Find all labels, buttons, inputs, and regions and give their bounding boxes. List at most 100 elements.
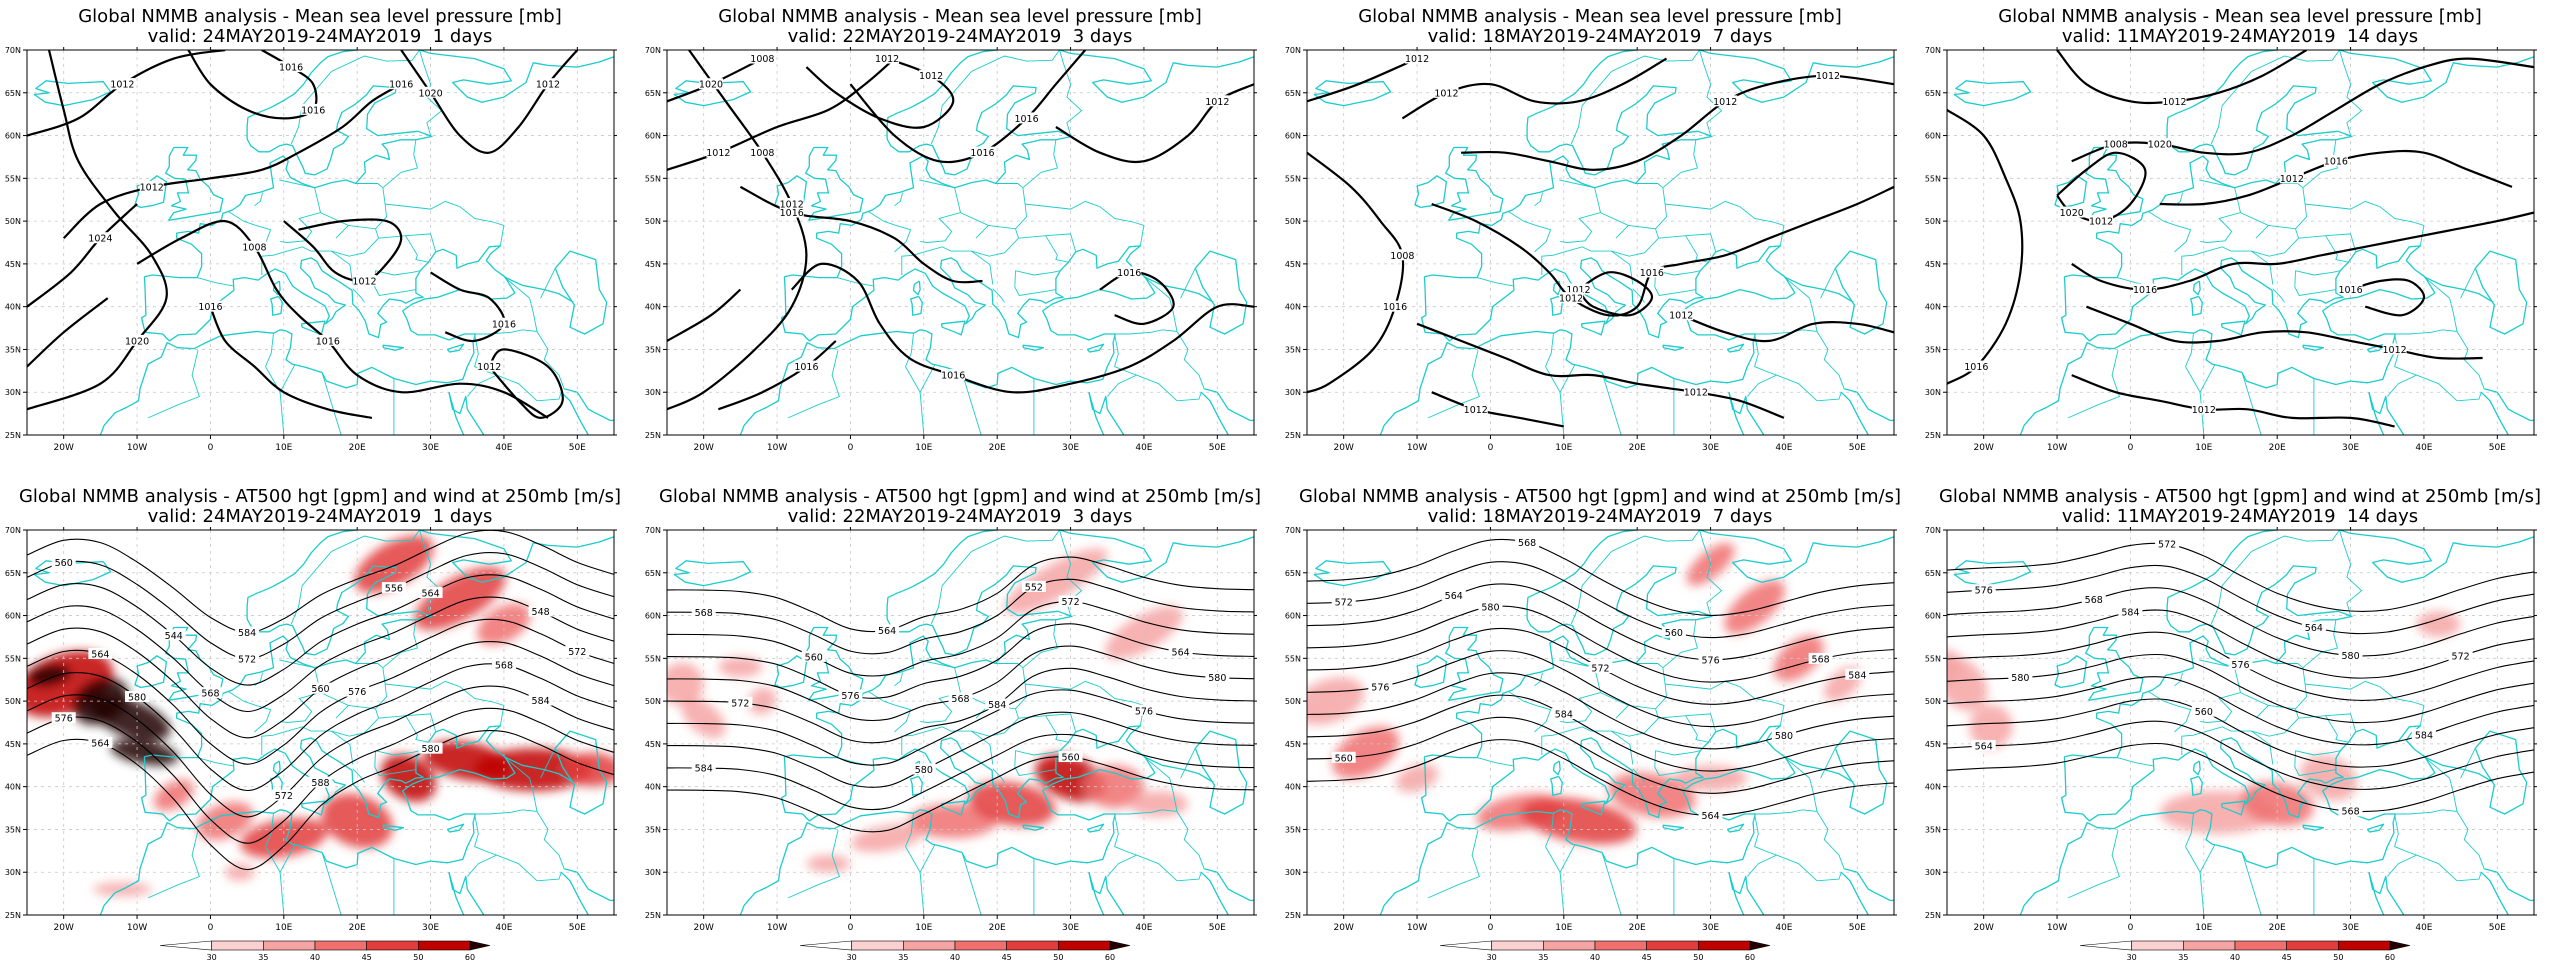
colorbar-tick-label: 40 xyxy=(310,953,320,960)
contour-label: 1016 xyxy=(2324,157,2348,168)
colorbar-tick-label: 60 xyxy=(1745,953,1755,960)
lon-tick-label: 20W xyxy=(694,443,714,453)
map-plot: 1016101610121016101210121012101210121008… xyxy=(1285,46,1897,453)
lon-tick-label: 50E xyxy=(2489,443,2506,453)
contour-label: 568 xyxy=(201,689,219,700)
contour-line xyxy=(27,685,614,818)
contour-label: 1012 xyxy=(1713,97,1737,108)
lat-tick-label: 45N xyxy=(1925,740,1941,749)
lon-tick-label: 20E xyxy=(989,923,1006,933)
contour-label: 560 xyxy=(1061,752,1079,763)
panel-subtitle: valid: 11MAY2019-24MAY2019 14 days xyxy=(2061,506,2419,527)
lat-tick-label: 55N xyxy=(1285,654,1301,663)
contour-label: 1016 xyxy=(1640,268,1664,279)
plot-frame xyxy=(666,529,1255,916)
lon-tick-label: 20E xyxy=(349,923,366,933)
contour-label: 1012 xyxy=(1566,285,1590,296)
contour-label: 576 xyxy=(55,714,73,725)
contour-label: 584 xyxy=(695,764,713,775)
contour-line xyxy=(62,83,402,240)
panel-title: Global NMMB analysis - Mean sea level pr… xyxy=(1998,6,2482,27)
lon-tick-label: 40E xyxy=(2415,443,2432,453)
contour-line xyxy=(488,348,564,420)
lat-tick-label: 65N xyxy=(1925,89,1941,98)
plot-area: 1020100810121016101610121016101610161012… xyxy=(667,50,1254,435)
lat-tick-label: 25N xyxy=(5,911,21,920)
lat-tick-label: 25N xyxy=(645,431,661,440)
contour-line xyxy=(667,556,1254,633)
lat-tick-label: 35N xyxy=(1925,825,1941,834)
lat-tick-label: 25N xyxy=(1285,431,1301,440)
contour-label: 1008 xyxy=(750,148,774,159)
lat-tick-label: 25N xyxy=(5,431,21,440)
contour-line xyxy=(1431,391,1565,428)
contour-label: 580 xyxy=(915,765,933,776)
panel-mslp-3days: Global NMMB analysis - Mean sea level pr… xyxy=(640,0,1280,480)
map-plot: 1020100810121016101610121016101610161012… xyxy=(645,46,1257,453)
colorbar-tick-label: 35 xyxy=(258,953,268,960)
contour-label: 560 xyxy=(55,558,73,569)
lat-tick-label: 50N xyxy=(645,697,661,706)
height-contours xyxy=(1307,538,1894,817)
lon-tick-label: 30E xyxy=(1062,923,1079,933)
lat-tick-label: 40N xyxy=(1925,303,1941,312)
contour-label: 1012 xyxy=(2382,345,2406,356)
contour-label: 564 xyxy=(1701,811,1719,822)
lon-tick-label: 50E xyxy=(1209,443,1226,453)
panel-title: Global NMMB analysis - AT500 hgt [gpm] a… xyxy=(1298,486,1902,507)
contour-label: 1016 xyxy=(2338,285,2362,296)
lon-tick-label: 40E xyxy=(495,923,512,933)
lat-tick-label: 45N xyxy=(645,260,661,269)
isobars xyxy=(27,50,579,420)
lat-tick-label: 65N xyxy=(1285,569,1301,578)
axes: 20W 10W 0 10E 20E 30E 40E 50E 70N 65N 60N 55N 50N 45N… xyxy=(1925,526,2537,933)
contour-label: 1016 xyxy=(941,371,965,382)
lat-tick-label: 25N xyxy=(1285,911,1301,920)
plot-area: 1012 1012 1016 1016 1020 1024 1012 1012 1016 1016… xyxy=(27,50,614,435)
coastlines xyxy=(673,50,1254,435)
colorbar-tick-label: 50 xyxy=(1693,953,1703,960)
lat-tick-label: 55N xyxy=(1925,174,1941,183)
wind-speed-blob xyxy=(850,823,924,853)
contour-label: 568 xyxy=(951,694,969,705)
lon-tick-label: 0 xyxy=(1488,923,1494,933)
lat-tick-label: 60N xyxy=(1925,132,1941,141)
contour-label: 580 xyxy=(421,744,439,755)
lat-tick-label: 40N xyxy=(645,303,661,312)
lat-tick-label: 40N xyxy=(1285,303,1301,312)
contour-line xyxy=(136,219,549,419)
contour-label: 1016 xyxy=(492,319,516,330)
contour-label: 568 xyxy=(1518,538,1536,549)
contour-label: 560 xyxy=(1665,628,1683,639)
contour-line xyxy=(1307,151,1405,394)
lat-tick-label: 70N xyxy=(645,526,661,535)
wind-speed-blob xyxy=(354,535,434,593)
lat-tick-label: 40N xyxy=(645,783,661,792)
contour-line xyxy=(1307,716,1894,794)
colorbar-swatch xyxy=(159,940,212,951)
contour-line xyxy=(667,756,1254,833)
colorbar-swatch xyxy=(2338,940,2391,951)
lat-tick-label: 70N xyxy=(645,46,661,55)
colorbar-swatch xyxy=(1543,940,1596,951)
wind-speed-blob xyxy=(968,781,1056,827)
wind-speed-blob xyxy=(27,664,71,687)
wind-speed-blob xyxy=(1520,797,1637,845)
plot-background xyxy=(1307,50,1894,435)
panel-mslp-1day: Global NMMB analysis - Mean sea level pr… xyxy=(0,0,640,480)
lat-tick-label: 35N xyxy=(645,825,661,834)
contour-label: 572 xyxy=(731,698,749,709)
colorbar-swatch xyxy=(314,940,367,951)
lon-tick-label: 20W xyxy=(1334,923,1354,933)
lon-tick-label: 10E xyxy=(1555,443,1572,453)
colorbar: 30 35 40 45 50 60 xyxy=(799,940,1131,960)
contour-label: 1016 xyxy=(794,362,818,373)
colorbar-swatch xyxy=(851,940,904,951)
panel-title: Global NMMB analysis - AT500 hgt [gpm] a… xyxy=(18,486,622,507)
axes: 20W 10W 0 10E 20E 30E 40E 50E 70N 65N 60N 55N 50N 45N… xyxy=(645,46,1257,453)
panel-subtitle: valid: 22MAY2019-24MAY2019 3 days xyxy=(787,26,1133,47)
lon-tick-label: 30E xyxy=(2342,443,2359,453)
plot-frame xyxy=(26,529,615,916)
colorbar-swatch xyxy=(903,940,956,951)
map-plot: 552 560 564 568 572 576 580 584 560 564 568 572 576 5… xyxy=(645,526,1257,960)
